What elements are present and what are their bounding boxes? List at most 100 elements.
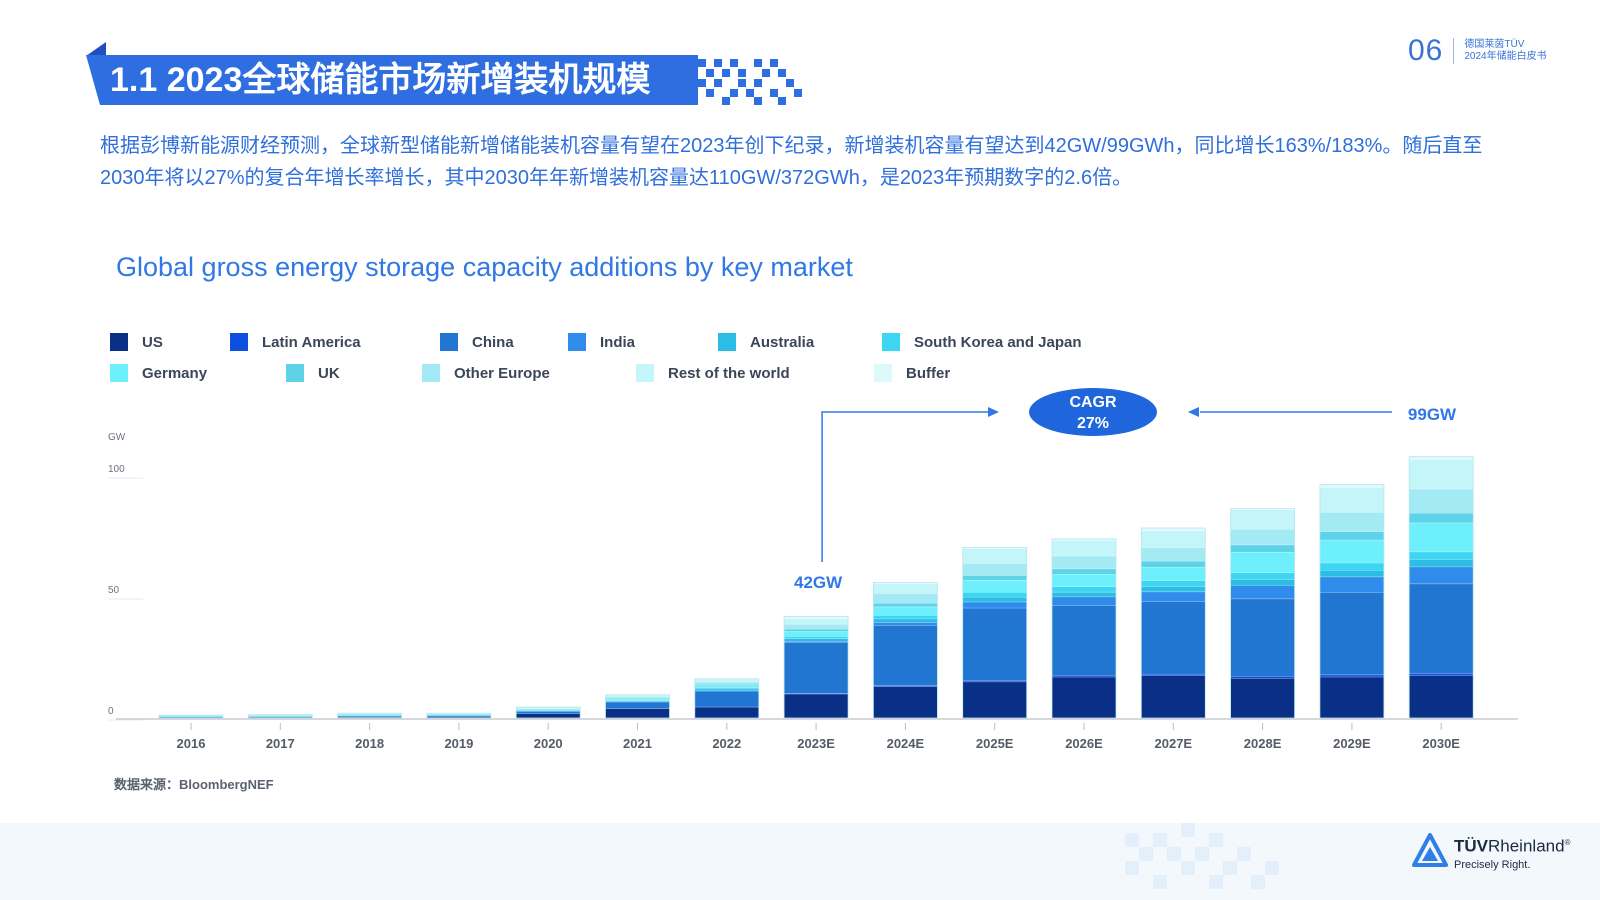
bar-outline <box>873 582 938 719</box>
bar-segment <box>1409 456 1474 460</box>
bar-outline <box>247 714 313 719</box>
title-band <box>86 55 698 105</box>
page-header: 06 德国莱茵TÜV 2024年储能白皮书 <box>1408 34 1547 68</box>
tuv-brand-name: TÜVRheinland® <box>1454 836 1571 856</box>
bar-segment <box>1409 551 1474 560</box>
bar-outline <box>426 712 492 719</box>
legend-item: Australia <box>718 332 814 352</box>
footer-band <box>0 823 1600 900</box>
bar-segment <box>784 618 849 625</box>
bar-segment <box>426 715 491 717</box>
legend-label: Australia <box>750 333 815 351</box>
bar-outline <box>515 706 581 719</box>
bar-segment <box>873 582 938 584</box>
arrow-head-right <box>988 407 999 417</box>
legend-item: Latin America <box>230 332 361 352</box>
x-tick-label: 2019 <box>444 736 473 751</box>
bar-segment <box>962 580 1027 593</box>
page-number: 06 <box>1408 34 1444 67</box>
bar-segment <box>1230 544 1295 552</box>
bar-segment <box>873 622 938 626</box>
bar-segment <box>1141 566 1206 581</box>
bar-segment <box>1409 675 1474 718</box>
bar-outline <box>694 678 760 719</box>
bar-segment <box>1230 509 1295 529</box>
bar-segment <box>1230 676 1295 679</box>
legend-item: India <box>568 332 635 352</box>
bar-segment <box>1052 574 1116 587</box>
annotation-2030-label: 99GW <box>1408 405 1457 424</box>
x-tick-label: 2028E <box>1244 736 1282 751</box>
x-tick-label: 2025E <box>976 736 1014 751</box>
cagr-label: CAGR <box>1069 394 1117 411</box>
bar-segment <box>1230 678 1295 718</box>
bar-segment <box>873 583 938 594</box>
bar-segment <box>1409 566 1474 584</box>
legend-label: UK <box>318 364 340 382</box>
legend-item: South Korea and Japan <box>882 332 1082 352</box>
bar-segment <box>1319 562 1384 571</box>
legend-item: Rest of the world <box>636 363 790 383</box>
bar-segment <box>1052 568 1116 575</box>
bar-segment <box>426 716 491 718</box>
bar-segment <box>962 597 1027 602</box>
bar-segment <box>873 625 938 686</box>
bar-segment <box>784 693 849 718</box>
bar-segment <box>873 615 938 619</box>
y-tick-label: 50 <box>108 585 120 596</box>
bar-segment <box>694 707 759 718</box>
bar-segment <box>605 696 670 698</box>
bar-segment <box>1141 586 1206 592</box>
bar-segment <box>1230 551 1295 573</box>
bar-segment <box>962 592 1027 597</box>
bar-segment <box>605 698 670 701</box>
bar-segment <box>1141 547 1206 561</box>
x-tick-label: 2021 <box>623 736 652 751</box>
bar-outline <box>783 615 849 719</box>
legend-swatch <box>568 333 586 351</box>
chart-legend: US Latin America China India Australia South … <box>110 332 1210 392</box>
bar-segment <box>694 687 759 689</box>
bar-segment <box>1052 586 1116 592</box>
x-tick-label: 2020 <box>534 736 563 751</box>
legend-label: India <box>600 333 636 351</box>
bar-segment <box>1141 530 1206 548</box>
bar-segment <box>784 641 849 643</box>
header-meta-line1: 德国莱茵TÜV <box>1464 39 1525 50</box>
bar-segment <box>1319 512 1384 532</box>
bar-segment <box>694 691 759 707</box>
legend-item: Other Europe <box>422 363 550 383</box>
x-tick-label: 2027E <box>1155 736 1193 751</box>
bar-segment <box>1319 676 1384 718</box>
legend-label: Germany <box>142 364 208 382</box>
bar-segment <box>605 694 670 697</box>
x-tick-label: 2026E <box>1065 736 1103 751</box>
legend-swatch <box>230 333 248 351</box>
bar-outline <box>1051 538 1117 719</box>
bar-segment <box>1409 488 1474 514</box>
bar-outline <box>1230 508 1295 719</box>
bar-segment <box>873 603 938 607</box>
bar-segment <box>1319 674 1384 677</box>
x-tick-label: 2016 <box>177 736 206 751</box>
legend-swatch <box>718 333 736 351</box>
bar-segment <box>1141 528 1206 531</box>
bar-segment <box>1409 583 1474 674</box>
tuv-tagline: Precisely Right. <box>1454 858 1531 871</box>
cagr-value: 27% <box>1077 415 1109 432</box>
legend-swatch <box>882 333 900 351</box>
bar-segment <box>1409 459 1474 489</box>
bar-segment <box>1230 528 1295 545</box>
bar-segment <box>962 563 1027 576</box>
bar-segment <box>605 702 670 709</box>
x-tick-label: 2024E <box>887 736 925 751</box>
bar-segment <box>337 717 402 718</box>
bar-segment <box>1409 673 1474 676</box>
header-meta-line2: 2024年储能白皮书 <box>1464 51 1547 62</box>
bar-segment <box>962 681 1027 718</box>
x-tick-label: 2018 <box>355 736 384 751</box>
x-tick-label: 2023E <box>797 736 835 751</box>
bar-segment <box>694 685 759 688</box>
bar-segment <box>784 638 849 642</box>
bar-segment <box>516 707 581 709</box>
